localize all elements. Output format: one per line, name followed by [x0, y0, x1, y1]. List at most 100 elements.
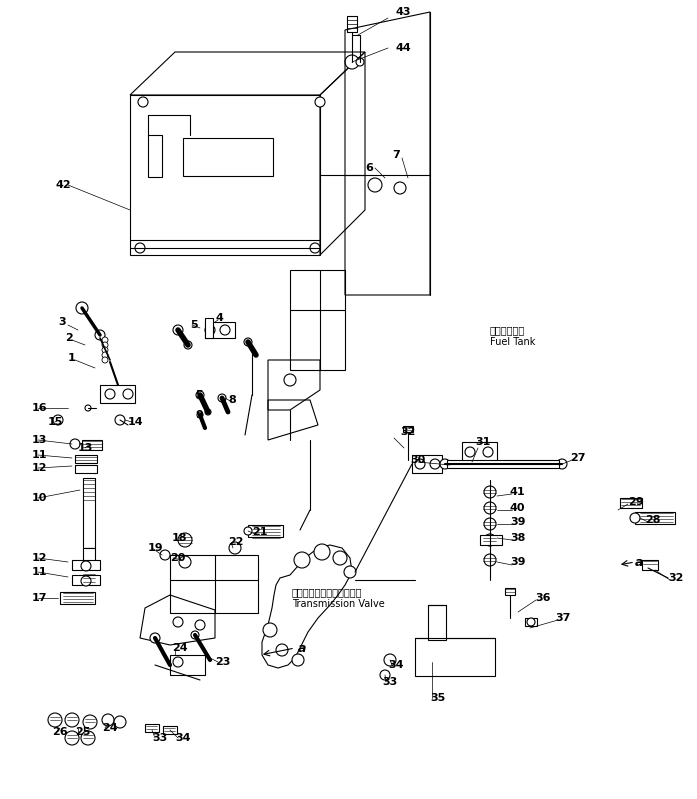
Circle shape — [76, 302, 88, 314]
Bar — [170, 555, 258, 613]
Text: 44: 44 — [395, 43, 411, 53]
Circle shape — [65, 731, 79, 745]
Circle shape — [102, 352, 108, 358]
Circle shape — [484, 534, 496, 546]
Circle shape — [196, 391, 204, 399]
Bar — [148, 135, 162, 177]
Bar — [642, 560, 658, 570]
Text: 31: 31 — [475, 437, 491, 447]
Circle shape — [81, 561, 91, 571]
Circle shape — [384, 654, 396, 666]
Text: 32: 32 — [668, 573, 683, 583]
Text: 13: 13 — [32, 435, 47, 445]
Bar — [403, 426, 413, 432]
Circle shape — [85, 405, 91, 411]
Bar — [480, 535, 502, 545]
Bar — [505, 588, 515, 595]
Text: a: a — [635, 555, 643, 569]
Circle shape — [229, 542, 241, 554]
Text: 22: 22 — [228, 537, 243, 547]
Circle shape — [138, 97, 148, 107]
Text: 30: 30 — [410, 455, 425, 465]
Circle shape — [465, 447, 475, 457]
Bar — [75, 455, 97, 463]
Bar — [205, 318, 213, 338]
Circle shape — [205, 409, 211, 415]
Text: 24: 24 — [102, 723, 118, 733]
Text: 38: 38 — [510, 533, 526, 543]
Bar — [205, 322, 235, 338]
Bar — [72, 575, 100, 585]
Bar — [60, 592, 95, 604]
Circle shape — [263, 623, 277, 637]
Circle shape — [415, 459, 425, 469]
Circle shape — [83, 715, 97, 729]
Text: 4: 4 — [215, 313, 223, 323]
Text: 39: 39 — [510, 517, 526, 527]
Text: 12: 12 — [32, 553, 47, 563]
Text: 33: 33 — [382, 677, 397, 687]
Circle shape — [356, 58, 364, 66]
Circle shape — [81, 576, 91, 586]
Bar — [145, 724, 159, 732]
Circle shape — [430, 459, 440, 469]
Text: 17: 17 — [32, 593, 47, 603]
Bar — [72, 560, 100, 570]
Circle shape — [244, 338, 252, 346]
Circle shape — [314, 544, 330, 560]
Text: 14: 14 — [128, 417, 144, 427]
Text: 41: 41 — [510, 487, 526, 497]
Bar — [100, 385, 135, 403]
Circle shape — [368, 178, 382, 192]
Circle shape — [173, 325, 183, 335]
Text: 26: 26 — [52, 727, 68, 737]
Circle shape — [102, 357, 108, 363]
Circle shape — [484, 486, 496, 498]
Text: 20: 20 — [170, 553, 185, 563]
Text: 10: 10 — [32, 493, 47, 503]
Bar — [462, 442, 497, 462]
Circle shape — [65, 713, 79, 727]
Circle shape — [205, 325, 215, 335]
Circle shape — [276, 644, 288, 656]
Bar — [447, 460, 559, 468]
Circle shape — [102, 347, 108, 353]
Circle shape — [173, 657, 183, 667]
Circle shape — [333, 551, 347, 565]
Bar — [83, 548, 95, 566]
Text: 5: 5 — [190, 320, 198, 330]
Text: 11: 11 — [32, 450, 47, 460]
Text: a: a — [298, 642, 307, 654]
Text: 6: 6 — [365, 163, 373, 173]
Circle shape — [184, 341, 192, 349]
Circle shape — [135, 243, 145, 253]
Circle shape — [394, 182, 406, 194]
Circle shape — [284, 374, 296, 386]
Circle shape — [484, 502, 496, 514]
Bar — [75, 465, 97, 473]
Circle shape — [81, 731, 95, 745]
Bar — [525, 618, 537, 626]
Circle shape — [191, 631, 199, 639]
Circle shape — [53, 415, 63, 425]
Text: 23: 23 — [215, 657, 231, 667]
Circle shape — [150, 633, 160, 643]
Bar — [163, 726, 177, 734]
Text: 5: 5 — [195, 390, 203, 400]
Text: 24: 24 — [172, 643, 187, 653]
Text: 39: 39 — [510, 557, 526, 567]
Text: 16: 16 — [32, 403, 47, 413]
Text: 28: 28 — [645, 515, 661, 525]
Circle shape — [345, 55, 359, 69]
Text: 43: 43 — [395, 7, 411, 17]
Text: 3: 3 — [58, 317, 66, 327]
Circle shape — [160, 550, 170, 560]
Circle shape — [315, 97, 325, 107]
Circle shape — [292, 654, 304, 666]
Text: 34: 34 — [175, 733, 190, 743]
Text: 25: 25 — [75, 727, 91, 737]
Text: 1: 1 — [68, 353, 76, 363]
Text: 35: 35 — [430, 693, 445, 703]
Bar — [82, 440, 102, 450]
Circle shape — [218, 394, 226, 402]
